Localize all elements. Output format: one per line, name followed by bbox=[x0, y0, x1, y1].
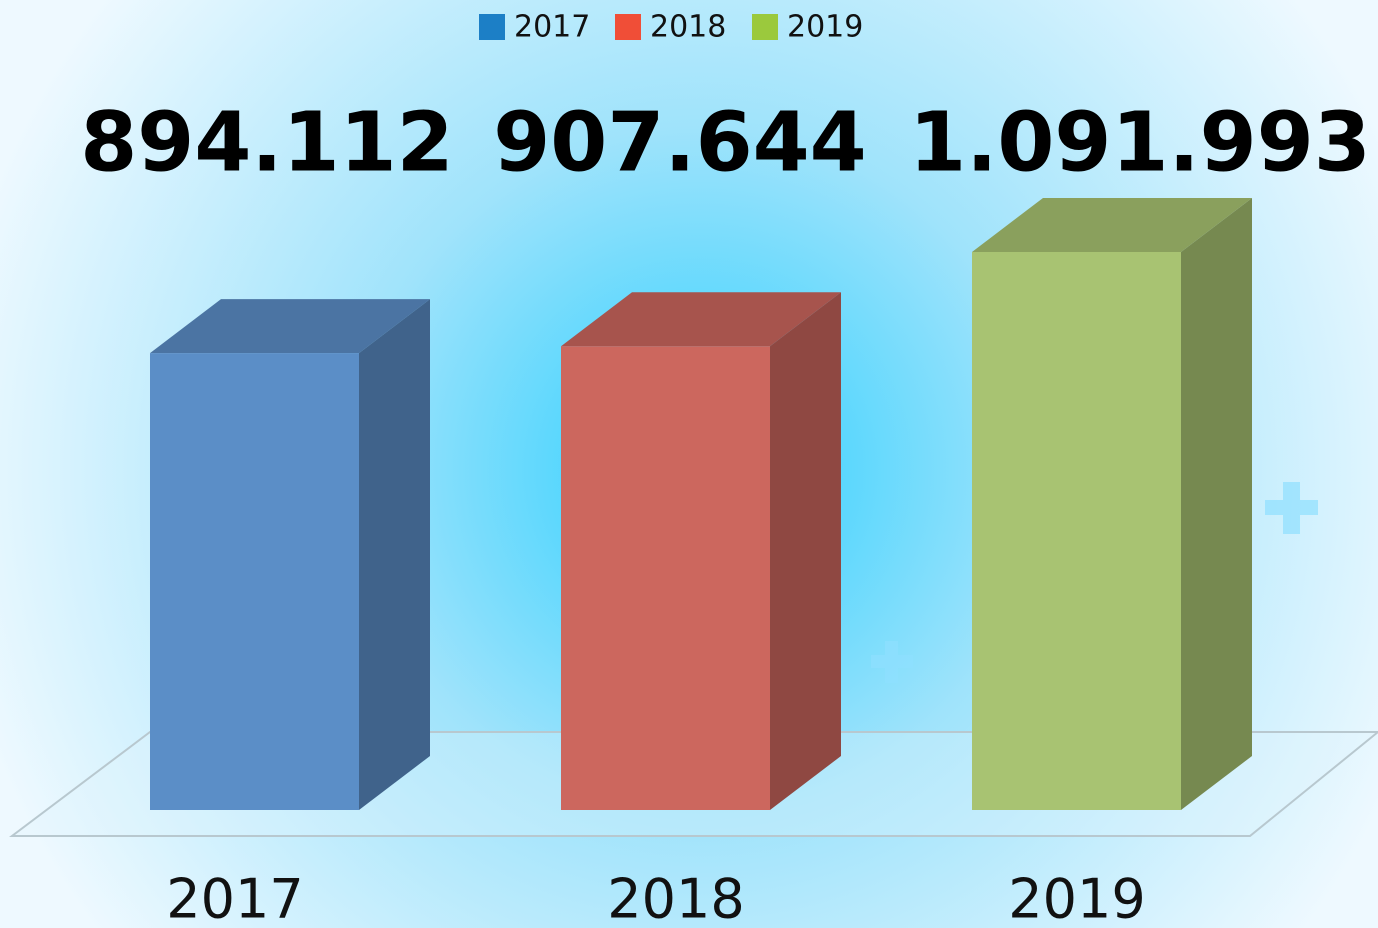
x-tick-label: 2018 bbox=[607, 868, 744, 928]
bar-top bbox=[972, 198, 1252, 252]
bar bbox=[150, 353, 359, 810]
legend-label: 2019 bbox=[787, 10, 863, 45]
bar-side bbox=[1181, 198, 1252, 810]
legend-swatch bbox=[752, 14, 778, 40]
legend-swatch bbox=[615, 14, 641, 40]
value-label: 894.112 bbox=[80, 95, 453, 190]
bar bbox=[972, 252, 1181, 810]
legend-swatch bbox=[479, 14, 505, 40]
legend-label: 2018 bbox=[650, 10, 726, 45]
legend-label: 2017 bbox=[514, 10, 590, 45]
value-label: 1.091.993 bbox=[909, 95, 1371, 190]
bar-top bbox=[561, 292, 841, 347]
decor bbox=[871, 482, 1318, 683]
bar bbox=[561, 346, 770, 810]
bar-side bbox=[359, 299, 430, 810]
bar-top bbox=[150, 299, 430, 354]
bar-side bbox=[770, 292, 841, 810]
value-label: 907.644 bbox=[493, 95, 866, 190]
x-tick-label: 2017 bbox=[166, 868, 303, 928]
x-tick-label: 2019 bbox=[1008, 868, 1145, 928]
